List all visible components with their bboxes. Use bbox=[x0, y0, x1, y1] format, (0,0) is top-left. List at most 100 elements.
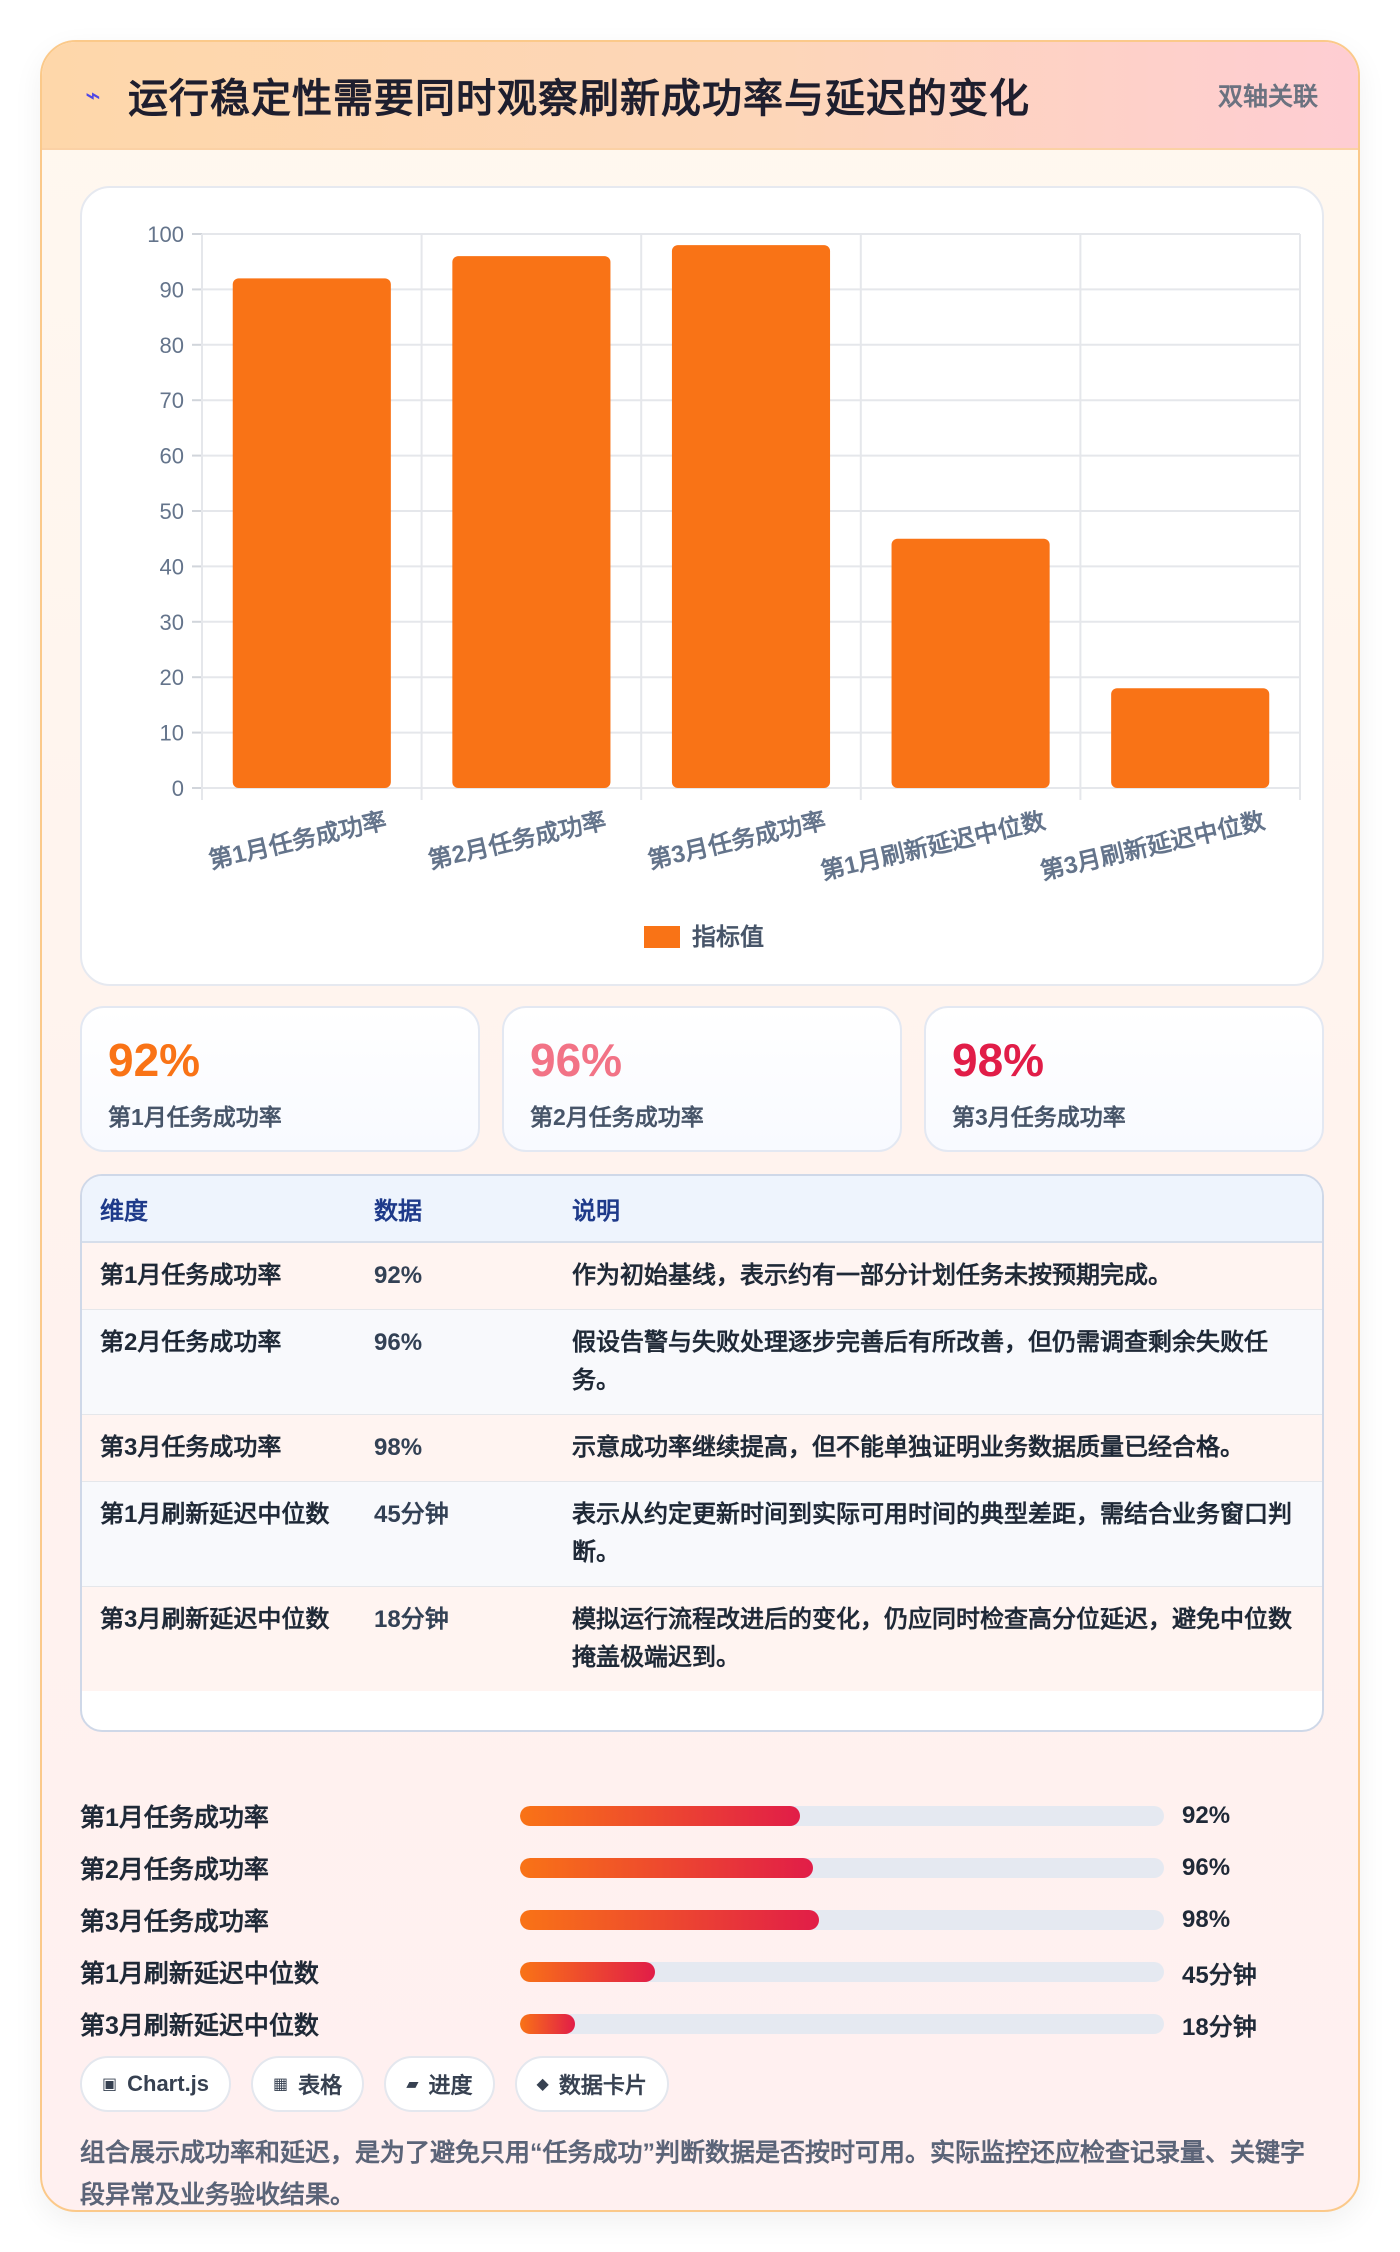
table-cell: 第3月任务成功率 bbox=[82, 1414, 356, 1482]
kpi-card: 98% 第3月任务成功率 bbox=[924, 1006, 1324, 1152]
table-header-row: 维度 数据 说明 bbox=[82, 1176, 1322, 1243]
progress-value: 98% bbox=[1182, 1906, 1231, 1933]
table-cell: 示意成功率继续提高，但不能单独证明业务数据质量已经合格。 bbox=[554, 1414, 1322, 1482]
progress-row: 第1月任务成功率 92% bbox=[80, 1790, 1324, 1842]
progress-icon: ▰ bbox=[406, 2076, 419, 2093]
chip-progress[interactable]: ▰ 进度 bbox=[384, 2056, 495, 2112]
diamond-icon: ◆ bbox=[536, 2076, 549, 2093]
table-row: 第1月刷新延迟中位数 45分钟 表示从约定更新时间到实际可用时间的典型差距，需结… bbox=[82, 1481, 1322, 1587]
progress-label: 第3月任务成功率 bbox=[80, 1908, 269, 1936]
kpi-value: 92% bbox=[108, 1034, 201, 1086]
lightning-icon: ⌁ bbox=[85, 79, 101, 110]
panel-header: ⌁ 运行稳定性需要同时观察刷新成功率与延迟的变化 双轴关联 bbox=[42, 42, 1358, 150]
table-cell: 第2月任务成功率 bbox=[82, 1309, 356, 1415]
y-tick-label: 80 bbox=[160, 333, 184, 358]
y-tick-label: 90 bbox=[160, 277, 184, 302]
x-tick-label: 第1月任务成功率 bbox=[206, 807, 389, 875]
y-tick-label: 30 bbox=[160, 610, 184, 635]
table-cell: 模拟运行流程改进后的变化，仍应同时检查高分位延迟，避免中位数掩盖极端迟到。 bbox=[554, 1586, 1322, 1691]
table-cell: 45分钟 bbox=[356, 1481, 554, 1587]
progress-row: 第1月刷新延迟中位数 45分钟 bbox=[80, 1946, 1324, 1998]
y-tick-label: 70 bbox=[160, 388, 184, 413]
kpi-card: 92% 第1月任务成功率 bbox=[80, 1006, 480, 1152]
x-tick-label: 第3月任务成功率 bbox=[645, 807, 828, 875]
progress-value: 18分钟 bbox=[1182, 2013, 1257, 2041]
progress-row: 第2月任务成功率 96% bbox=[80, 1842, 1324, 1894]
kpi-cards: 92% 第1月任务成功率 96% 第2月任务成功率 98% 第3月任务成功率 bbox=[80, 1006, 1324, 1152]
table-cell: 18分钟 bbox=[356, 1586, 554, 1691]
progress-value: 45分钟 bbox=[1182, 1961, 1257, 1989]
progress-track bbox=[520, 1910, 1164, 1930]
x-tick-label: 第3月刷新延迟中位数 bbox=[1038, 806, 1269, 885]
kpi-value: 98% bbox=[952, 1034, 1045, 1086]
progress-row: 第3月任务成功率 98% bbox=[80, 1894, 1324, 1946]
table-cell: 表示从约定更新时间到实际可用时间的典型差距，需结合业务窗口判断。 bbox=[554, 1481, 1322, 1587]
table-cell: 92% bbox=[356, 1242, 554, 1310]
kpi-label: 第3月任务成功率 bbox=[952, 1104, 1126, 1130]
progress-track bbox=[520, 2014, 1164, 2034]
chip-label: 进度 bbox=[428, 2073, 473, 2098]
y-tick-label: 50 bbox=[160, 499, 184, 524]
chip-label: 表格 bbox=[298, 2073, 343, 2098]
progress-value: 92% bbox=[1182, 1802, 1231, 1829]
legend-swatch bbox=[644, 926, 680, 948]
table-cell: 第1月任务成功率 bbox=[82, 1242, 356, 1310]
chip-label: 数据卡片 bbox=[558, 2073, 647, 2098]
x-tick-label: 第1月刷新延迟中位数 bbox=[818, 806, 1049, 885]
kpi-card: 96% 第2月任务成功率 bbox=[502, 1006, 902, 1152]
table-cell: 第1月刷新延迟中位数 bbox=[82, 1481, 356, 1587]
x-tick-label: 第2月任务成功率 bbox=[426, 807, 609, 875]
bar-chart: 0 10 20 30 40 50 60 70 80 90 100 第1月任务成功率 第2月任务成功率 第3… bbox=[80, 186, 1324, 986]
y-tick-label: 20 bbox=[160, 665, 184, 690]
table-cell: 作为初始基线，表示约有一部分计划任务未按预期完成。 bbox=[554, 1242, 1322, 1310]
chart-icon: ▣ bbox=[102, 2076, 118, 2093]
bar bbox=[891, 538, 1050, 788]
chip-label: Chart.js bbox=[127, 2071, 210, 2096]
progress-track bbox=[520, 1858, 1164, 1878]
table-icon: ▦ bbox=[273, 2076, 289, 2093]
chip-table[interactable]: ▦ 表格 bbox=[251, 2056, 365, 2112]
bar bbox=[1111, 688, 1270, 788]
panel-card: ⌁ 运行稳定性需要同时观察刷新成功率与延迟的变化 双轴关联 0 10 20 30 40 5… bbox=[40, 40, 1360, 2212]
table-cell: 第3月刷新延迟中位数 bbox=[82, 1586, 356, 1691]
title-group: ⌁ 运行稳定性需要同时观察刷新成功率与延迟的变化 bbox=[82, 66, 1030, 124]
progress-row: 第3月刷新延迟中位数 18分钟 bbox=[80, 1998, 1324, 2050]
kpi-label: 第1月任务成功率 bbox=[108, 1104, 282, 1130]
tag-chips: ▣ Chart.js ▦ 表格 ▰ 进度 ◆ 数据卡片 bbox=[80, 2056, 669, 2112]
progress-track bbox=[520, 1806, 1164, 1826]
header-tag: 双轴关联 bbox=[1217, 83, 1318, 111]
progress-label: 第1月刷新延迟中位数 bbox=[80, 1960, 319, 1988]
progress-value: 96% bbox=[1182, 1854, 1231, 1881]
table-row: 第1月任务成功率 92% 作为初始基线，表示约有一部分计划任务未按预期完成。 bbox=[82, 1242, 1322, 1310]
bar bbox=[671, 245, 831, 788]
kpi-label: 第2月任务成功率 bbox=[530, 1104, 704, 1130]
table-cell: 98% bbox=[356, 1414, 554, 1482]
bar bbox=[452, 256, 611, 788]
y-tick-label: 100 bbox=[147, 222, 184, 247]
column-header: 说明 bbox=[554, 1176, 1322, 1243]
table-cell: 96% bbox=[356, 1309, 554, 1415]
table-row: 第2月任务成功率 96% 假设告警与失败处理逐步完善后有所改善，但仍需调查剩余失… bbox=[82, 1309, 1322, 1415]
table-row: 第3月任务成功率 98% 示意成功率继续提高，但不能单独证明业务数据质量已经合格… bbox=[82, 1414, 1322, 1482]
y-tick-label: 60 bbox=[160, 444, 184, 469]
progress-fill bbox=[520, 2014, 575, 2034]
table-cell: 假设告警与失败处理逐步完善后有所改善，但仍需调查剩余失败任务。 bbox=[554, 1309, 1322, 1415]
panel-title: 运行稳定性需要同时观察刷新成功率与延迟的变化 bbox=[128, 77, 1030, 121]
kpi-value: 96% bbox=[530, 1034, 623, 1086]
progress-fill bbox=[520, 1858, 814, 1878]
column-header: 数据 bbox=[356, 1176, 554, 1243]
y-tick-label: 10 bbox=[160, 721, 184, 746]
progress-fill bbox=[520, 1806, 801, 1826]
progress-label: 第3月刷新延迟中位数 bbox=[80, 2012, 319, 2040]
progress-fill bbox=[520, 1962, 656, 1982]
footnote: 组合展示成功率和延迟，是为了避免只用“任务成功”判断数据是否按时可用。实际监控还… bbox=[80, 2139, 1306, 2209]
progress-list: 第1月任务成功率 92% 第2月任务成功率 96% 第3月任务成功率 98% 第… bbox=[80, 1790, 1324, 2050]
chip-chartjs[interactable]: ▣ Chart.js bbox=[80, 2056, 232, 2112]
chip-data-card[interactable]: ◆ 数据卡片 bbox=[514, 2056, 669, 2112]
y-tick-label: 40 bbox=[160, 554, 184, 579]
data-table: 维度 数据 说明 第1月任务成功率 92% 作为初始基线，表示约有一部分计划任务… bbox=[80, 1174, 1324, 1732]
progress-track bbox=[520, 1962, 1164, 1982]
progress-label: 第1月任务成功率 bbox=[80, 1804, 269, 1832]
column-header: 维度 bbox=[82, 1176, 356, 1243]
